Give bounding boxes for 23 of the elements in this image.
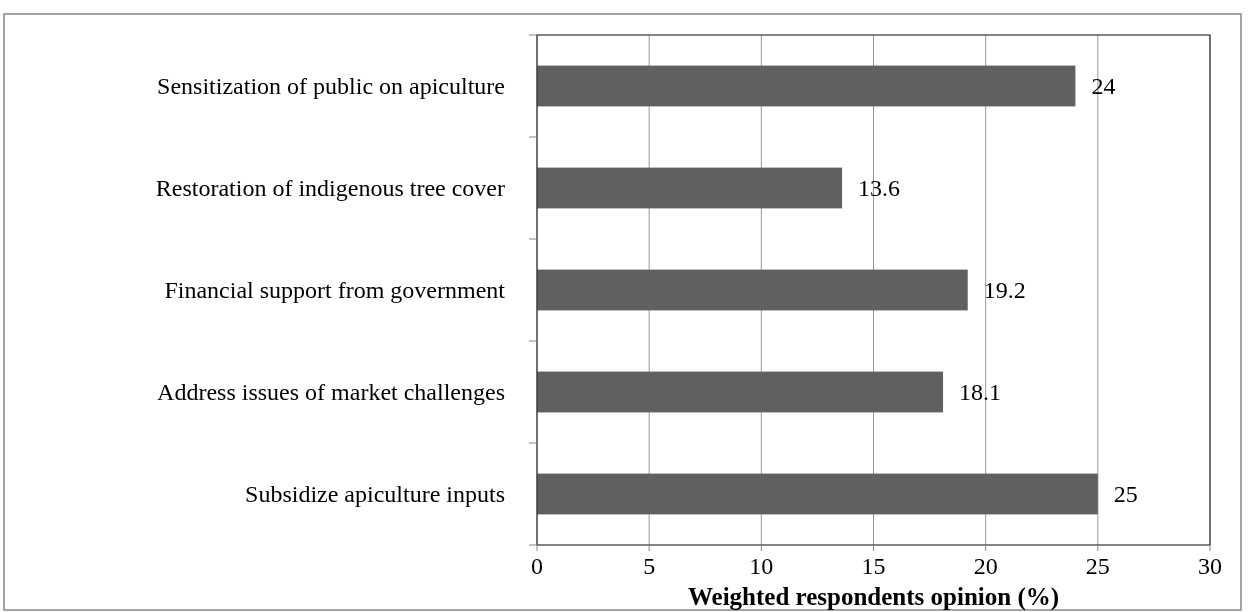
data-label: 19.2 (983, 277, 1026, 303)
y-tick-label: Restoration of indigenous tree cover (155, 175, 505, 201)
x-tick-label: 30 (1198, 553, 1222, 579)
bar (537, 167, 843, 209)
data-label: 25 (1113, 481, 1138, 507)
x-tick-label: 15 (861, 553, 886, 579)
x-tick-label: 25 (1085, 553, 1110, 579)
bar (537, 371, 944, 413)
bar (537, 269, 968, 311)
y-tick-label: Sensitization of public on apiculture (157, 73, 505, 99)
bar (537, 473, 1098, 515)
x-tick-label: 10 (749, 553, 774, 579)
bar (537, 65, 1076, 107)
y-tick-label: Financial support from government (164, 277, 506, 303)
x-tick-label: 0 (531, 553, 543, 579)
x-tick-label: 5 (643, 553, 656, 579)
y-tick-label: Address issues of market challenges (157, 379, 505, 405)
y-tick-label: Subsidize apiculture inputs (245, 481, 505, 507)
data-label: 13.6 (858, 175, 901, 201)
x-tick-label: 20 (973, 553, 998, 579)
data-label: 24 (1091, 73, 1116, 99)
data-label: 18.1 (959, 379, 1002, 405)
x-axis-title: Weighted respondents opinion (%) (687, 583, 1060, 611)
